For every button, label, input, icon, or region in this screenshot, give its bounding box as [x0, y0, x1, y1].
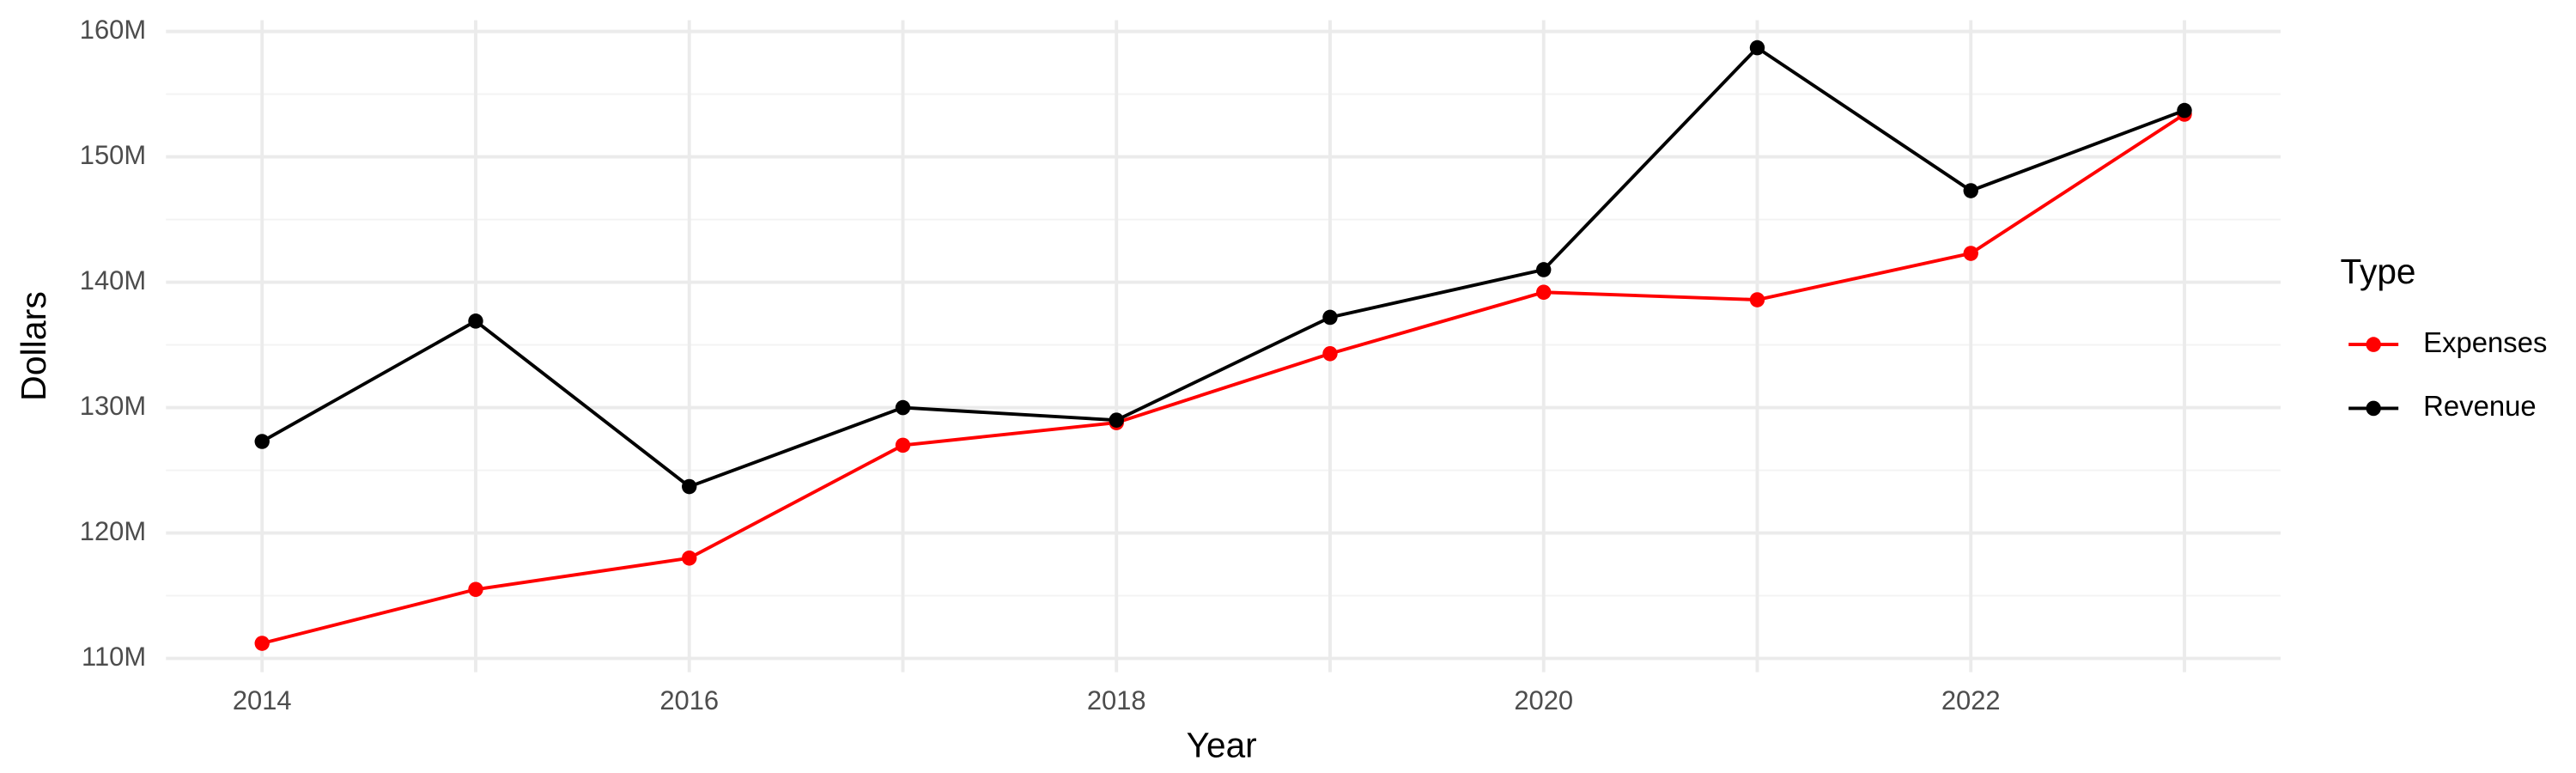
data-point [895, 399, 911, 416]
data-point [468, 313, 483, 329]
y-tick-label: 160M [80, 15, 146, 45]
data-point [1536, 284, 1552, 301]
data-point [468, 581, 483, 598]
legend-key-point [2366, 337, 2381, 352]
data-point [895, 437, 911, 453]
data-point [1749, 292, 1765, 307]
data-point [1322, 345, 1338, 362]
data-point [254, 434, 270, 449]
data-point [254, 636, 270, 651]
legend-key-point [2366, 400, 2381, 417]
legend-title: Type [2341, 252, 2416, 291]
x-tick-label: 2016 [659, 685, 719, 715]
data-point [1963, 183, 1978, 198]
data-point [1322, 309, 1338, 326]
series-line [261, 113, 2186, 645]
x-tick-label: 2014 [233, 685, 292, 715]
data-point [1749, 40, 1765, 56]
x-tick-label: 2022 [1941, 685, 2001, 715]
data-point [1109, 412, 1124, 428]
legend-label: Expenses [2423, 327, 2547, 359]
x-tick-label: 2018 [1087, 685, 1146, 715]
data-point [2177, 102, 2192, 119]
y-axis-title: Dollars [14, 291, 53, 401]
y-tick-label: 110M [82, 642, 146, 672]
series-line [261, 46, 2185, 489]
y-tick-label: 150M [80, 140, 146, 170]
x-axis-title: Year [1187, 725, 1257, 764]
y-tick-label: 140M [80, 265, 146, 295]
legend-label: Revenue [2423, 391, 2536, 423]
data-point [682, 550, 697, 566]
data-point [1536, 262, 1552, 277]
y-tick-label: 120M [80, 516, 146, 546]
x-tick-label: 2020 [1514, 685, 1573, 715]
y-tick-label: 130M [80, 391, 146, 421]
data-point [682, 478, 697, 495]
data-point [1963, 246, 1978, 261]
